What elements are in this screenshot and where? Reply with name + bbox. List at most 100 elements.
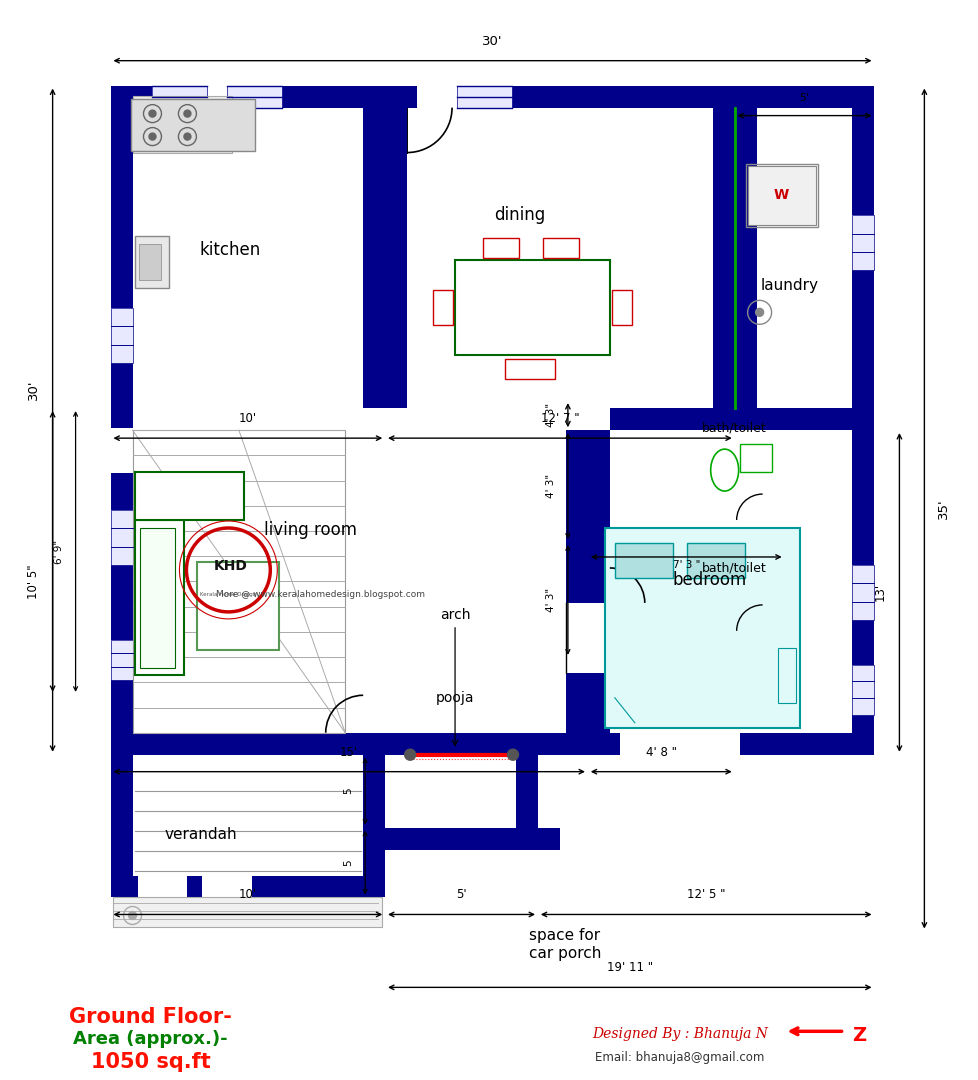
- Bar: [852, 665, 873, 715]
- Bar: [604, 528, 799, 728]
- Bar: [202, 876, 252, 897]
- Bar: [565, 408, 609, 430]
- Text: 19' 11 ": 19' 11 ": [606, 961, 652, 974]
- Bar: [141, 528, 175, 667]
- Bar: [609, 430, 852, 732]
- Text: 5': 5': [456, 889, 467, 902]
- Bar: [565, 85, 609, 755]
- Text: 12' 5 ": 12' 5 ": [687, 889, 725, 902]
- Bar: [132, 755, 363, 876]
- Bar: [111, 639, 132, 679]
- Text: 4' 8 ": 4' 8 ": [645, 745, 676, 758]
- Bar: [455, 260, 609, 355]
- Bar: [852, 216, 873, 270]
- Bar: [852, 565, 873, 620]
- Bar: [153, 85, 207, 108]
- Text: space for
car porch: space for car porch: [528, 928, 600, 960]
- Bar: [852, 665, 873, 715]
- Circle shape: [149, 133, 156, 140]
- Text: 4' 3": 4' 3": [546, 474, 556, 498]
- Bar: [137, 876, 187, 897]
- Text: Area (approx.)-: Area (approx.)-: [73, 1030, 228, 1049]
- Bar: [543, 239, 578, 258]
- Bar: [505, 360, 555, 379]
- Text: 4' 3": 4' 3": [546, 588, 556, 612]
- Bar: [417, 85, 502, 108]
- Bar: [756, 108, 852, 408]
- Bar: [777, 648, 795, 703]
- Text: 12' 7 ": 12' 7 ": [540, 413, 579, 426]
- Text: 5: 5: [343, 787, 353, 795]
- Bar: [432, 291, 453, 325]
- Text: pooja: pooja: [435, 691, 473, 705]
- Circle shape: [128, 912, 136, 919]
- Circle shape: [184, 110, 191, 117]
- Bar: [609, 658, 852, 732]
- Text: More @ www.keralahomedesign.blogspot.com: More @ www.keralahomedesign.blogspot.com: [215, 591, 424, 599]
- Text: living room: living room: [263, 521, 356, 539]
- Text: 15': 15': [339, 745, 358, 758]
- Bar: [153, 85, 207, 108]
- Bar: [587, 430, 734, 453]
- Circle shape: [404, 750, 416, 760]
- Bar: [611, 291, 631, 325]
- Text: 7' 3 ": 7' 3 ": [672, 559, 699, 570]
- Circle shape: [507, 750, 518, 760]
- Bar: [132, 430, 345, 732]
- Text: 10': 10': [239, 413, 256, 426]
- Bar: [132, 408, 565, 732]
- Text: 1050 sq.ft: 1050 sq.ft: [91, 1052, 210, 1072]
- Text: 10': 10': [239, 889, 256, 902]
- Text: 5': 5': [799, 93, 809, 103]
- Bar: [111, 755, 384, 897]
- Bar: [457, 85, 511, 108]
- Bar: [609, 430, 762, 521]
- Bar: [609, 647, 762, 669]
- Bar: [739, 444, 771, 472]
- Text: Ground Floor-: Ground Floor-: [69, 1008, 232, 1027]
- Text: Email: bhanuja8@gmail.com: Email: bhanuja8@gmail.com: [595, 1051, 764, 1064]
- Bar: [111, 510, 132, 565]
- Text: 4' 3": 4' 3": [546, 403, 556, 428]
- Bar: [619, 732, 739, 755]
- Bar: [112, 897, 381, 928]
- Text: Designed By : Bhanuja N: Designed By : Bhanuja N: [591, 1027, 767, 1041]
- Bar: [745, 163, 817, 228]
- Bar: [407, 408, 565, 430]
- Text: 30': 30': [482, 35, 503, 48]
- Bar: [609, 531, 762, 553]
- Bar: [132, 408, 363, 430]
- Text: Z: Z: [852, 1026, 866, 1044]
- Bar: [227, 85, 282, 108]
- Bar: [614, 543, 672, 578]
- Text: laundry: laundry: [760, 278, 818, 293]
- Bar: [609, 542, 762, 636]
- Bar: [457, 85, 511, 108]
- Text: W: W: [774, 189, 788, 202]
- Text: 5: 5: [343, 860, 353, 866]
- Text: 13': 13': [872, 583, 885, 602]
- Text: bedroom: bedroom: [672, 571, 746, 589]
- Bar: [852, 216, 873, 270]
- Bar: [363, 755, 384, 827]
- Circle shape: [755, 308, 763, 316]
- Text: arch: arch: [439, 608, 469, 622]
- Text: 6' 9": 6' 9": [54, 539, 64, 564]
- Bar: [482, 239, 518, 258]
- Bar: [363, 827, 559, 850]
- Text: 30': 30': [26, 380, 39, 401]
- Text: 10' 5": 10' 5": [26, 564, 39, 598]
- Bar: [132, 96, 232, 152]
- Bar: [198, 562, 279, 650]
- Ellipse shape: [710, 449, 737, 491]
- Circle shape: [184, 133, 191, 140]
- Bar: [384, 755, 515, 827]
- Bar: [111, 510, 132, 565]
- Text: KHD: KHD: [213, 559, 247, 573]
- Bar: [111, 428, 132, 473]
- Bar: [134, 237, 169, 288]
- Text: 35': 35': [936, 498, 950, 518]
- Bar: [747, 165, 815, 226]
- Bar: [111, 639, 132, 679]
- Bar: [182, 85, 272, 108]
